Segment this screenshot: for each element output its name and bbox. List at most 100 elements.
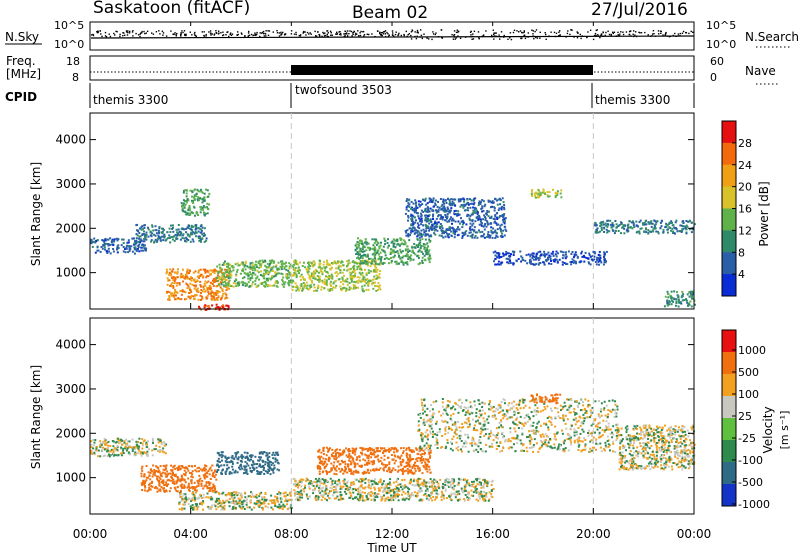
power-cell [667,293,670,296]
power-cell [610,223,612,226]
noise-point [253,34,255,36]
power-cell [332,286,335,289]
power-cell [585,256,588,259]
power-cell [457,220,460,223]
power-cell [221,273,224,276]
power-cell [164,239,167,242]
power-cell [373,255,376,258]
power-cell [161,227,163,230]
noise-point [305,34,307,36]
power-cell [212,284,215,287]
power-cell [531,189,534,191]
velocity-cell [221,451,224,454]
noise-point [570,29,573,31]
power-cell [358,271,361,274]
power-cell [185,227,188,230]
velocity-cell [95,449,98,452]
power-cell [201,198,204,201]
velocity-cell [117,453,120,456]
power-cell [184,277,187,280]
power-cell [288,273,291,276]
noise-point [282,31,284,34]
power-cell [628,220,631,223]
velocity-cell [93,451,96,454]
power-cell [452,228,455,231]
power-cell [621,226,624,229]
power-cell [258,278,260,281]
velocity-cell [242,503,245,505]
power-cell [680,231,683,233]
power-cell [325,279,328,282]
velocity-cell [195,470,198,473]
power-cell [500,256,503,258]
power-cell [689,290,692,293]
power-cell [494,229,497,232]
power-cell [184,298,186,301]
velocity-cell [156,475,159,478]
power-cell [117,247,120,249]
power-cell [282,285,285,288]
velocity-cell [268,499,271,502]
power-cell [553,260,556,263]
power-cell [427,250,430,253]
power-cell [496,223,499,226]
velocity-cell [163,441,166,443]
noise-point [638,31,640,34]
power-cell [425,253,428,256]
power-cell [143,240,146,243]
power-cell [326,259,328,262]
power-cell [357,281,360,284]
power-cell [488,210,490,213]
noise-point [308,33,310,35]
power-cell [173,239,176,242]
power-cell [532,255,535,258]
power-cell [342,264,345,267]
power-cell [168,273,171,276]
velocity-cell [280,501,283,504]
noise-point [96,31,98,33]
velocity-cell [90,446,93,449]
power-cell [268,266,271,269]
power-cell [193,206,196,209]
power-cell [189,189,192,192]
power-cell [127,251,130,254]
power-cell [190,279,193,282]
power-cell [467,213,470,216]
noise-point [159,33,161,35]
velocity-cell [116,444,119,447]
noise-point [267,34,270,36]
power-cell [241,268,244,271]
power-cell [486,210,489,212]
power-cell [635,220,638,223]
velocity-cell [263,473,266,475]
power-cell [175,236,178,239]
noise-point [155,31,158,33]
power-cell [281,264,284,267]
power-cell [517,258,520,260]
power-cell [106,252,109,254]
power-cell [371,248,374,251]
power-cell [138,232,141,234]
velocity-cell [116,448,119,451]
power-cell [427,215,429,218]
power-cell [481,230,484,233]
power-cell [340,289,343,292]
power-cell [348,286,351,289]
power-cell [500,234,503,237]
velocity-cell [261,496,264,499]
power-cell [426,206,429,209]
power-cell [537,259,540,262]
power-cell [457,210,460,213]
power-cell [469,231,472,234]
power-cell [188,270,191,273]
power-cell [425,210,427,213]
velocity-cell [246,501,248,504]
power-cell [686,225,689,228]
power-cell [359,262,362,265]
power-cell [481,199,484,201]
power-cell [483,214,486,217]
power-cell [139,235,142,238]
velocity-cell [137,441,140,444]
velocity-cell [224,456,227,459]
power-cell [572,259,575,262]
